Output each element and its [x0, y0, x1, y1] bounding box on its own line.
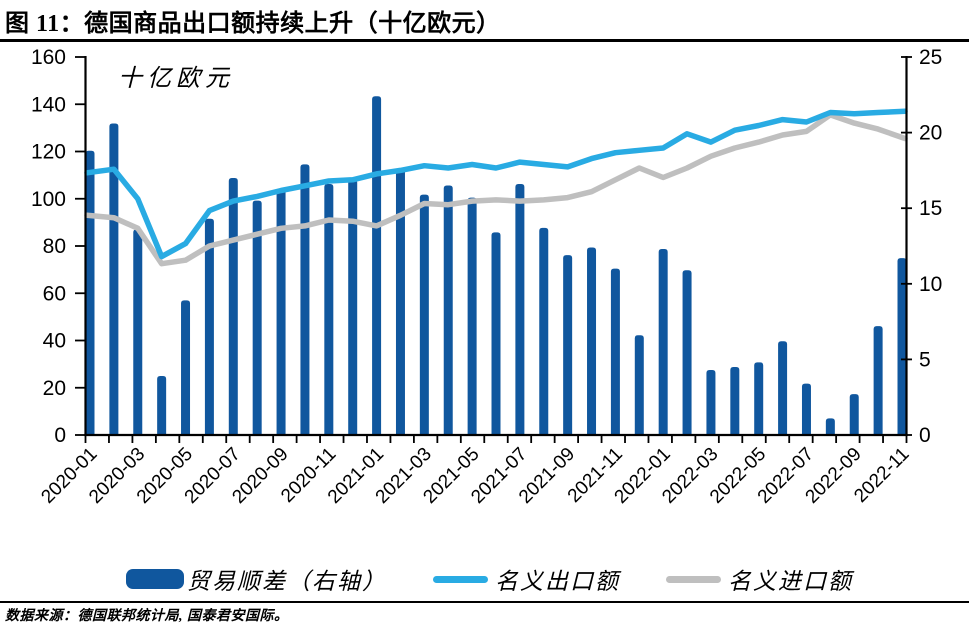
- bar: [849, 394, 859, 435]
- bar: [276, 188, 286, 435]
- bar: [634, 335, 644, 435]
- axis-labels: 02040608010012014016005101520252020-0120…: [31, 46, 942, 508]
- legend-item-trade-surplus: 贸易顺差（右轴）: [126, 562, 387, 596]
- svg-text:20: 20: [43, 377, 66, 400]
- bar: [658, 249, 668, 435]
- bar: [610, 268, 620, 435]
- svg-text:160: 160: [31, 46, 66, 69]
- legend-item-imports: 名义进口额: [666, 562, 853, 596]
- title-underline: [0, 39, 969, 42]
- figure-title: 图 11：德国商品出口额持续上升（十亿欧元）: [5, 11, 501, 37]
- bar: [873, 326, 883, 435]
- bar: [467, 197, 477, 435]
- bar: [801, 383, 811, 435]
- bar: [515, 184, 525, 435]
- svg-text:140: 140: [31, 93, 66, 116]
- legend: 贸易顺差（右轴） 名义出口额 名义进口额: [126, 563, 853, 595]
- bar: [252, 200, 262, 435]
- bar: [372, 96, 382, 435]
- svg-text:40: 40: [43, 330, 66, 353]
- bar: [300, 164, 310, 436]
- bar: [682, 270, 692, 435]
- imports-line: [84, 112, 908, 267]
- legend-export-line-swatch: [433, 575, 488, 583]
- legend-label-exports: 名义出口额: [495, 569, 620, 594]
- bar: [539, 227, 549, 435]
- legend-label-trade-surplus: 贸易顺差（右轴）: [187, 569, 387, 594]
- svg-text:60: 60: [43, 282, 66, 305]
- bar: [419, 194, 429, 435]
- bar: [133, 229, 143, 435]
- bar: [348, 179, 358, 435]
- svg-text:10: 10: [919, 273, 942, 296]
- bar: [85, 150, 95, 435]
- bar: [706, 369, 716, 435]
- bar: [324, 184, 334, 435]
- axis-ticks: [75, 56, 912, 443]
- svg-text:15: 15: [919, 197, 942, 220]
- bar: [825, 418, 835, 435]
- bar: [109, 123, 119, 435]
- bar: [157, 376, 167, 435]
- bar: [395, 168, 405, 435]
- bar: [491, 232, 501, 435]
- bars-trade-surplus: [85, 96, 907, 436]
- bar: [204, 218, 214, 435]
- bar: [228, 177, 238, 435]
- bar: [730, 366, 740, 435]
- svg-text:80: 80: [43, 235, 66, 258]
- svg-text:20: 20: [919, 122, 942, 145]
- combo-chart: 02040608010012014016005101520252020-0120…: [31, 46, 942, 508]
- legend-label-imports: 名义进口额: [728, 569, 853, 594]
- bar: [897, 258, 907, 435]
- svg-text:120: 120: [31, 141, 66, 164]
- axis-unit-label: 十亿欧元: [118, 66, 234, 92]
- svg-text:25: 25: [919, 46, 942, 69]
- svg-text:100: 100: [31, 188, 66, 211]
- legend-item-exports: 名义出口额: [433, 562, 620, 596]
- bar: [181, 300, 191, 435]
- bar: [443, 185, 453, 435]
- bar: [587, 247, 597, 435]
- svg-text:5: 5: [919, 348, 931, 371]
- legend-bar-swatch: [126, 569, 184, 589]
- exports-line: [84, 108, 908, 260]
- svg-text:0: 0: [54, 424, 66, 447]
- footer-rule: [0, 601, 969, 603]
- source-note: 数据来源：德国联邦统计局, 国泰君安国际。: [5, 609, 289, 624]
- bar: [778, 341, 788, 435]
- svg-text:0: 0: [919, 424, 931, 447]
- bar: [754, 362, 764, 435]
- legend-import-line-swatch: [666, 575, 721, 583]
- bar: [563, 255, 573, 435]
